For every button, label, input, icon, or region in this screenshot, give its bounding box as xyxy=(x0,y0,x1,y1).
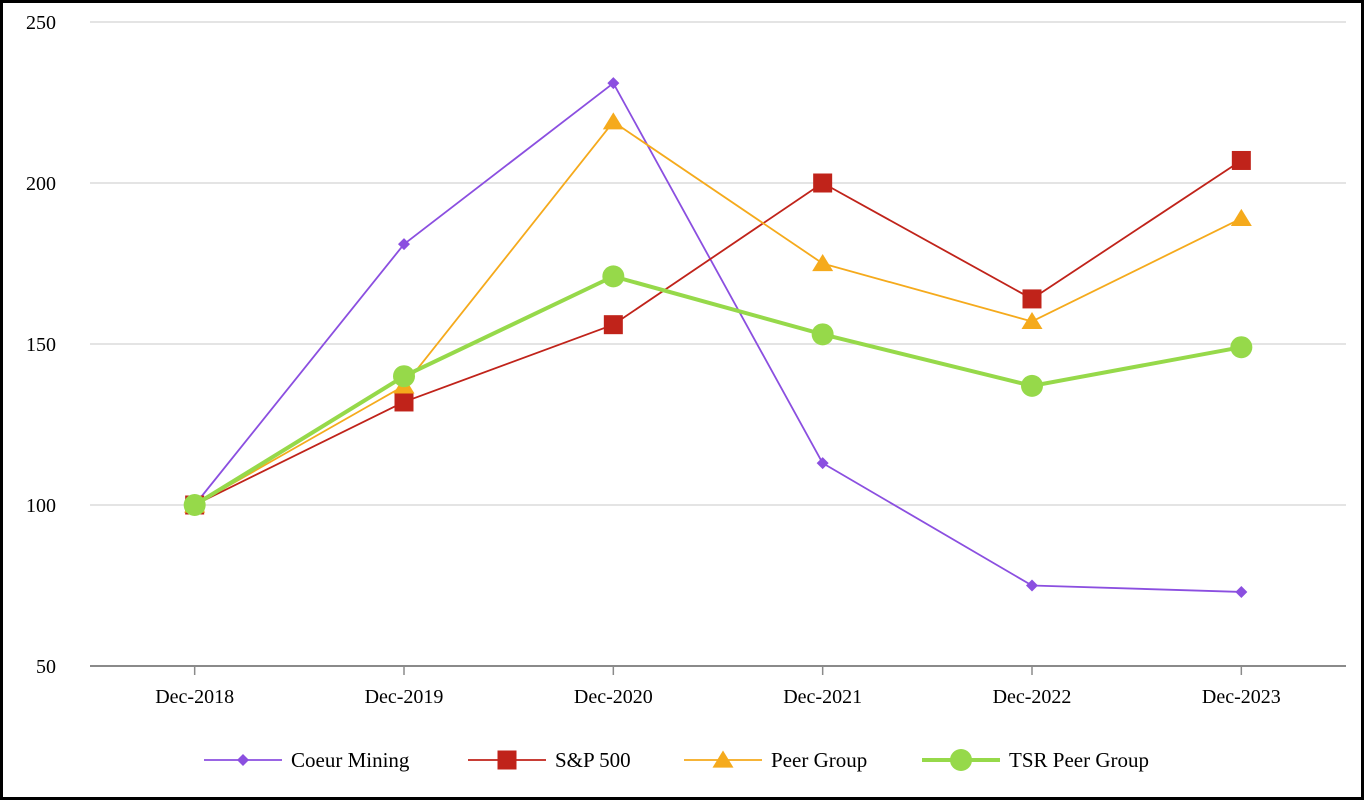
data-point-tsr-peer-group xyxy=(183,494,206,516)
series-line-tsr-peer-group xyxy=(193,274,1242,507)
x-tick-label: Dec-2023 xyxy=(1202,686,1281,708)
x-tick-label: Dec-2019 xyxy=(365,686,444,708)
data-point-peer-group xyxy=(1230,208,1252,227)
data-point-peer-group xyxy=(602,112,624,130)
data-point-s-p-500 xyxy=(394,392,414,412)
data-point-peer-group xyxy=(812,254,834,272)
legend-label: S&P 500 xyxy=(555,748,631,772)
data-point-coeur-mining xyxy=(816,457,829,470)
legend-swatch-marker xyxy=(712,750,734,768)
data-point-tsr-peer-group xyxy=(811,323,834,346)
legend-item-tsr-peer-group: TSR Peer Group xyxy=(922,748,1149,772)
x-tick-label: Dec-2022 xyxy=(993,686,1072,708)
legend-swatch-marker xyxy=(497,750,517,770)
data-point-tsr-peer-group xyxy=(602,265,625,288)
data-point-coeur-mining xyxy=(398,238,410,251)
x-tick-label: Dec-2021 xyxy=(783,686,862,708)
line-chart: 50 100 150 200 250 Dec-2018 Dec-2019 Dec-2020 De… xyxy=(26,12,1346,772)
y-gridlines xyxy=(90,21,1346,506)
series-line-peer-group xyxy=(194,120,1242,506)
data-point-tsr-peer-group xyxy=(1230,336,1253,359)
data-point-coeur-mining xyxy=(1026,579,1038,592)
legend-item-coeur-mining: Coeur Mining xyxy=(204,748,410,772)
data-point-s-p-500 xyxy=(1022,289,1042,309)
data-point-tsr-peer-group xyxy=(393,365,415,388)
data-point-s-p-500 xyxy=(813,173,833,193)
data-point-coeur-mining xyxy=(607,77,620,90)
series-s-p-500 xyxy=(185,150,1251,515)
legend-label: TSR Peer Group xyxy=(1009,748,1149,772)
y-tick-label: 150 xyxy=(26,334,56,356)
series-tsr-peer-group xyxy=(183,265,1253,516)
series-line-s-p-500 xyxy=(194,159,1242,506)
y-tick-label: 250 xyxy=(26,12,56,34)
series-coeur-mining xyxy=(188,77,1248,598)
y-tick-label: 100 xyxy=(26,495,56,517)
legend-swatch-marker xyxy=(950,749,972,771)
legend-swatch-marker xyxy=(237,754,249,766)
data-point-coeur-mining xyxy=(1235,585,1248,598)
y-tick-label: 200 xyxy=(26,173,56,195)
x-tick-label: Dec-2020 xyxy=(574,686,653,708)
x-tick-label: Dec-2018 xyxy=(155,686,234,708)
data-point-s-p-500 xyxy=(603,315,623,335)
legend-label: Peer Group xyxy=(771,748,867,772)
y-tick-label: 50 xyxy=(36,656,56,678)
data-point-s-p-500 xyxy=(1231,150,1251,170)
data-point-peer-group xyxy=(1021,311,1043,330)
data-point-tsr-peer-group xyxy=(1021,374,1043,397)
legend: Coeur Mining S&P 500 Peer Group TSR Peer Gr… xyxy=(204,748,1149,772)
legend-item-peer-group: Peer Group xyxy=(684,748,867,772)
legend-item-s-p-500: S&P 500 xyxy=(468,748,631,772)
series-peer-group xyxy=(184,112,1252,513)
series-line-coeur-mining xyxy=(193,82,1242,593)
legend-label: Coeur Mining xyxy=(291,748,410,772)
